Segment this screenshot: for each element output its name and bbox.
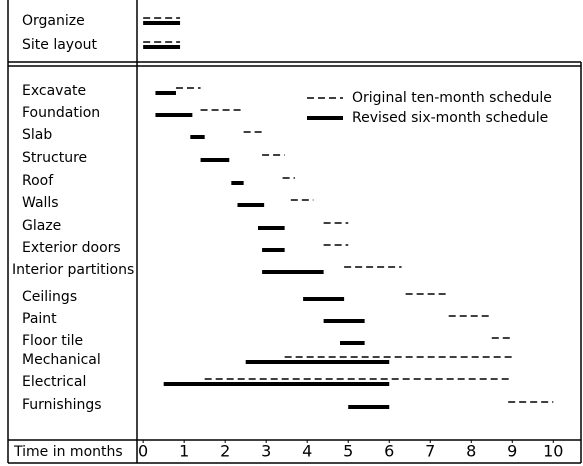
x-tick-label: 8 xyxy=(466,442,476,461)
task-label: Walls xyxy=(22,195,59,211)
task-label: Paint xyxy=(22,311,57,327)
task-label: Excavate xyxy=(22,83,86,99)
task-label: Slab xyxy=(22,127,52,143)
task-label: Foundation xyxy=(22,105,100,121)
task-label: Interior partitions xyxy=(12,262,134,278)
x-axis-label: Time in months xyxy=(13,444,123,460)
task-label: Furnishings xyxy=(22,397,102,413)
task-label: Floor tile xyxy=(22,333,83,349)
x-tick-label: 1 xyxy=(179,442,189,461)
x-tick-label: 5 xyxy=(343,442,353,461)
task-label: Roof xyxy=(22,173,54,189)
x-tick-label: 4 xyxy=(302,442,312,461)
task-label: Organize xyxy=(22,13,85,29)
task-label: Glaze xyxy=(22,218,61,234)
legend-label: Original ten-month schedule xyxy=(352,90,552,106)
legend-label: Revised six-month schedule xyxy=(352,110,548,126)
x-tick-label: 6 xyxy=(384,442,394,461)
x-tick-label: 3 xyxy=(261,442,271,461)
x-tick-label: 2 xyxy=(220,442,230,461)
x-tick-label: 0 xyxy=(138,442,148,461)
task-label: Exterior doors xyxy=(22,240,121,256)
x-tick-label: 7 xyxy=(425,442,435,461)
task-label: Ceilings xyxy=(22,289,77,305)
x-tick-label: 10 xyxy=(543,442,563,461)
task-label: Site layout xyxy=(22,37,98,53)
x-tick-label: 9 xyxy=(507,442,517,461)
task-label: Mechanical xyxy=(22,352,101,368)
task-label: Structure xyxy=(22,150,87,166)
task-label: Electrical xyxy=(22,374,86,390)
